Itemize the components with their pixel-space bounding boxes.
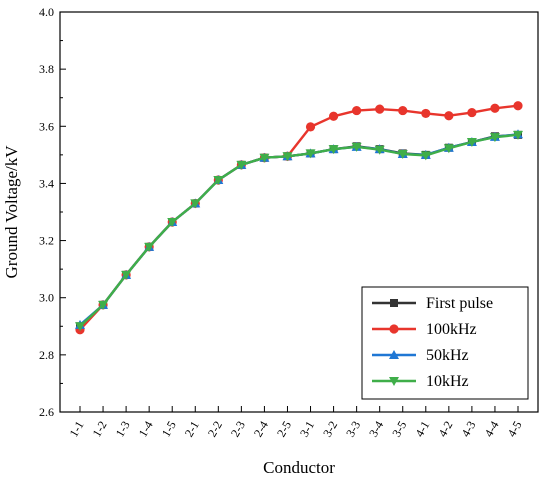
- legend-marker: [389, 350, 399, 359]
- legend-item: First pulse: [372, 295, 493, 312]
- x-tick-label: 1-2: [90, 419, 110, 440]
- legend-marker: [389, 324, 399, 334]
- legend-item: 10kHz: [372, 373, 469, 390]
- y-tick-label: 3.8: [39, 62, 54, 76]
- x-tick-label: 4-3: [458, 419, 478, 440]
- data-point: [352, 105, 362, 116]
- series-line: [79, 133, 519, 328]
- y-tick-label: 2.8: [39, 348, 54, 362]
- y-tick-label: 2.6: [39, 405, 54, 419]
- legend-item: 100kHz: [372, 321, 477, 338]
- data-point: [167, 218, 178, 227]
- data-point: [374, 145, 385, 155]
- x-tick-label: 2-2: [205, 419, 225, 440]
- legend-label: First pulse: [426, 295, 493, 312]
- x-tick-label: 1-5: [159, 419, 179, 440]
- y-tick-label: 3.2: [39, 234, 54, 248]
- data-point: [398, 105, 408, 116]
- data-point: [121, 270, 132, 280]
- data-point: [328, 111, 339, 121]
- x-tick-label: 3-2: [320, 419, 340, 440]
- plot-frame: [59, 11, 539, 413]
- x-tick-label: 1-1: [66, 419, 86, 440]
- data-point: [213, 176, 224, 185]
- legend-label: 10kHz: [426, 373, 469, 390]
- data-point: [282, 152, 293, 162]
- data-point: [305, 122, 316, 132]
- x-axis-title: Conductor: [263, 458, 335, 477]
- data-point: [444, 111, 454, 121]
- data-point: [466, 138, 477, 147]
- legend-marker: [389, 377, 399, 386]
- data-point: [489, 133, 500, 143]
- x-tick-label: 4-1: [412, 419, 432, 440]
- data-point: [397, 150, 408, 159]
- x-tick-label: 1-3: [113, 419, 133, 440]
- series-10khz: [75, 130, 523, 332]
- legend-item: 50kHz: [372, 347, 469, 364]
- y-tick-label: 3.0: [39, 291, 54, 305]
- x-tick-label: 3-3: [343, 419, 363, 440]
- x-tick-label: 3-1: [297, 419, 317, 440]
- x-tick-label: 2-3: [228, 419, 248, 440]
- data-point: [375, 104, 385, 114]
- data-point: [305, 149, 316, 159]
- x-tick-label: 2-5: [274, 419, 294, 440]
- y-tick-label: 3.4: [39, 176, 54, 190]
- data-point: [190, 199, 201, 209]
- series-lines: [75, 101, 523, 335]
- data-point: [490, 103, 500, 113]
- x-tick-label: 2-1: [182, 419, 202, 440]
- data-point: [421, 108, 431, 119]
- legend-label: 50kHz: [426, 347, 469, 364]
- data-point: [420, 151, 431, 161]
- data-point: [236, 160, 247, 170]
- x-tick-label: 3-5: [389, 419, 409, 440]
- data-point: [513, 130, 523, 140]
- data-point: [443, 144, 454, 154]
- data-point: [513, 101, 523, 111]
- data-point: [259, 153, 270, 163]
- x-tick-label: 2-4: [251, 419, 271, 440]
- x-tick-label: 3-4: [366, 419, 386, 440]
- x-tick-label: 1-4: [136, 419, 156, 440]
- x-tick-label: 4-2: [435, 419, 455, 440]
- data-point: [467, 107, 477, 118]
- data-point: [75, 322, 85, 332]
- legend: First pulse 100kHz 50kHz 10kHz: [361, 286, 529, 400]
- data-point: [328, 145, 339, 155]
- legend-label: 100kHz: [426, 321, 477, 338]
- y-tick-label: 3.6: [39, 119, 54, 133]
- data-point: [98, 300, 109, 310]
- legend-marker: [390, 299, 398, 307]
- data-point: [351, 142, 362, 152]
- y-tick-label: 4.0: [39, 5, 54, 19]
- axis-ticks: 2.62.83.03.23.43.63.84.01-1 1-2 1-3 1-4 1-5 2…: [39, 5, 525, 439]
- x-tick-label: 4-4: [481, 419, 501, 440]
- x-tick-label: 4-5: [504, 419, 524, 440]
- y-axis-title: Ground Voltage/kV: [2, 145, 21, 279]
- data-point: [144, 242, 155, 252]
